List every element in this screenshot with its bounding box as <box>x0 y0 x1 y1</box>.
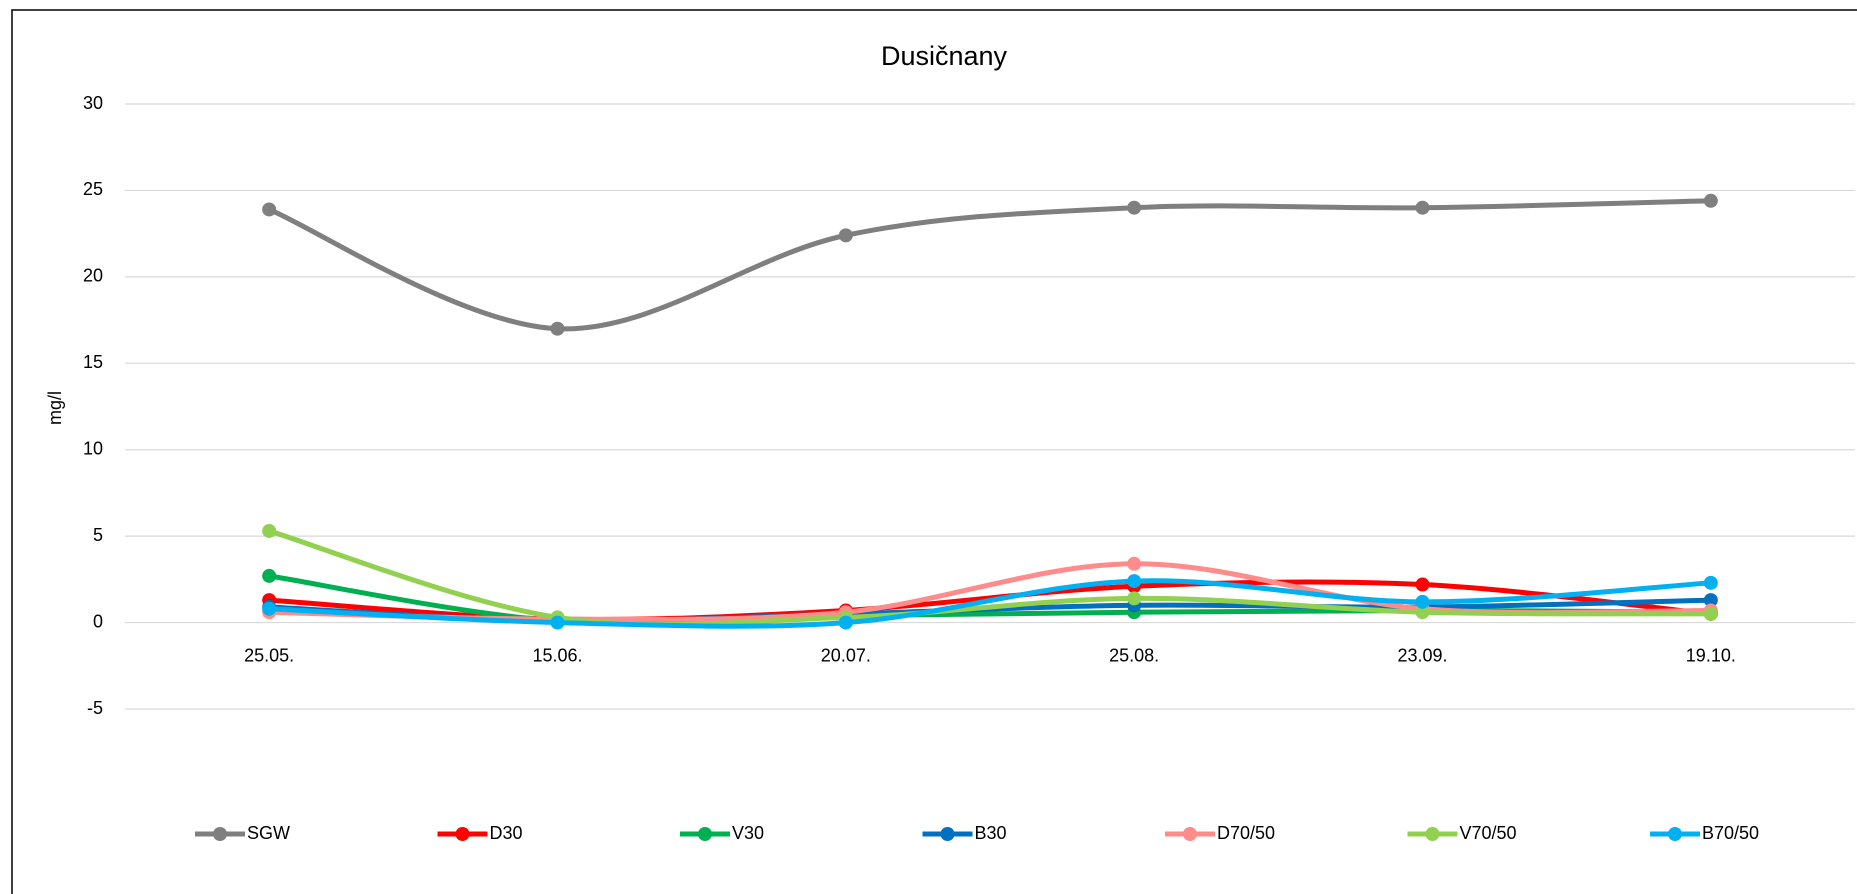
legend-marker <box>1425 827 1440 841</box>
series-line <box>266 578 1714 629</box>
legend-label: D30 <box>490 823 523 843</box>
data-point <box>1703 193 1718 208</box>
x-tick-label: 25.08. <box>1109 645 1159 665</box>
data-point <box>1415 605 1430 620</box>
x-tick-label: 20.07. <box>821 645 871 665</box>
legend-label: SGW <box>247 823 290 843</box>
data-point <box>838 615 853 630</box>
data-point <box>262 601 277 616</box>
data-point <box>1127 200 1142 215</box>
chart-title: Dusičnany <box>881 41 1008 71</box>
y-axis-label: mg/l <box>45 391 65 425</box>
legend-label: V70/50 <box>1460 823 1517 843</box>
y-tick-label: 10 <box>83 438 103 458</box>
y-tick-label: 25 <box>83 179 103 199</box>
data-point <box>1703 606 1718 621</box>
y-tick-label: 30 <box>83 93 103 113</box>
legend-label: B30 <box>975 823 1007 843</box>
y-tick-label: 5 <box>93 525 103 545</box>
chart-frame <box>11 9 1857 894</box>
data-point <box>1127 574 1142 589</box>
y-tick-label: -5 <box>87 698 103 718</box>
legend-marker <box>455 827 470 841</box>
data-point <box>1127 556 1142 571</box>
data-point <box>262 523 277 538</box>
legend-label: V30 <box>732 823 764 843</box>
legend-label: D70/50 <box>1217 823 1275 843</box>
legend-marker <box>940 827 955 841</box>
x-tick-label: 15.06. <box>532 645 582 665</box>
data-point <box>1415 200 1430 215</box>
legend-marker <box>1183 827 1197 841</box>
data-point <box>1703 593 1718 608</box>
y-tick-label: 0 <box>93 611 103 631</box>
y-tick-label: 20 <box>83 266 103 286</box>
x-tick-label: 25.05. <box>244 645 294 665</box>
data-point <box>1703 575 1718 590</box>
legend-marker <box>213 827 227 841</box>
data-point <box>838 228 853 243</box>
data-point <box>550 321 565 336</box>
legend-label: B70/50 <box>1702 823 1759 843</box>
series-line <box>266 528 1714 628</box>
y-tick-label: 15 <box>83 352 103 372</box>
data-point <box>1415 577 1430 592</box>
data-point <box>262 202 277 217</box>
legend-marker <box>698 827 712 841</box>
x-tick-label: 23.09. <box>1397 645 1447 665</box>
data-point <box>1127 591 1142 606</box>
x-tick-label: 19.10. <box>1686 645 1736 665</box>
series-line <box>266 198 1714 332</box>
data-point <box>1415 594 1430 609</box>
data-point <box>262 568 277 583</box>
data-point <box>550 615 565 630</box>
legend-marker <box>1668 827 1682 841</box>
